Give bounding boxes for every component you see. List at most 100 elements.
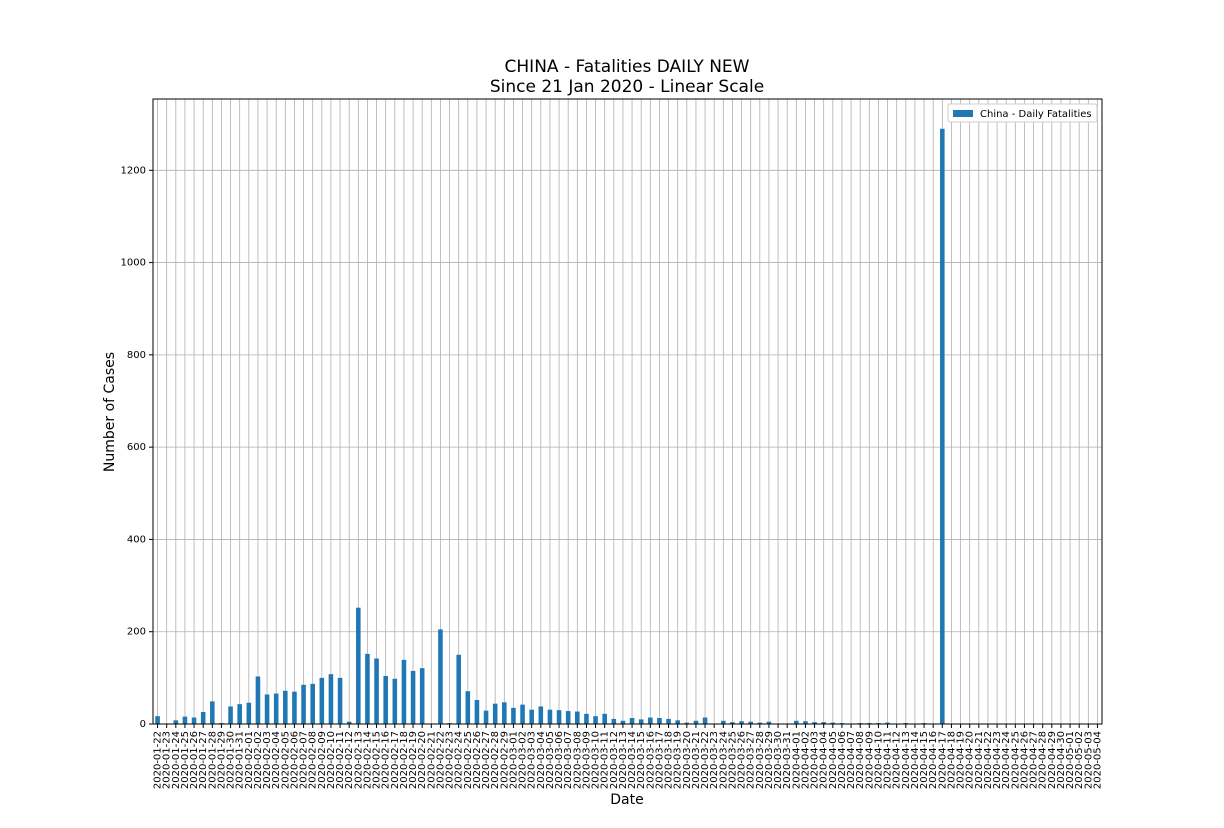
bar bbox=[392, 678, 398, 724]
x-tick-label: 2020-04-18 bbox=[946, 731, 957, 789]
y-axis-label: Number of Cases bbox=[102, 352, 118, 472]
x-tick-label: 2020-03-28 bbox=[755, 731, 766, 789]
x-tick-label: 2020-02-19 bbox=[408, 731, 419, 789]
x-tick-label: 2020-02-12 bbox=[344, 731, 355, 789]
x-tick-label: 2020-03-12 bbox=[609, 731, 620, 789]
bar bbox=[529, 709, 534, 724]
legend-swatch bbox=[953, 110, 973, 117]
x-tick-label: 2020-02-22 bbox=[435, 731, 446, 789]
x-tick-label: 2020-05-04 bbox=[1092, 731, 1103, 789]
bar bbox=[483, 710, 489, 724]
bar bbox=[520, 704, 525, 724]
bar bbox=[301, 684, 306, 724]
bar bbox=[264, 694, 270, 724]
x-tick-label: 2020-04-06 bbox=[837, 731, 848, 789]
bar bbox=[638, 719, 644, 724]
bar bbox=[620, 720, 626, 724]
x-tick-label: 2020-04-24 bbox=[1001, 731, 1012, 789]
y-tick-label: 200 bbox=[127, 627, 146, 638]
x-tick-label: 2020-01-28 bbox=[207, 731, 218, 789]
x-tick-label: 2020-04-14 bbox=[910, 731, 921, 789]
bar bbox=[684, 722, 690, 724]
bar bbox=[419, 668, 425, 724]
bar bbox=[182, 716, 188, 724]
y-tick-label: 800 bbox=[127, 350, 146, 361]
bar bbox=[346, 721, 352, 724]
bar bbox=[702, 717, 708, 724]
x-tick-label: 2020-02-24 bbox=[454, 731, 465, 789]
bar bbox=[693, 720, 699, 724]
bar bbox=[310, 683, 315, 724]
bar bbox=[611, 718, 617, 724]
bar bbox=[803, 721, 808, 724]
bar bbox=[465, 691, 471, 724]
bar bbox=[502, 702, 507, 724]
bar bbox=[940, 128, 945, 724]
x-tick-label: 2020-02-17 bbox=[390, 731, 401, 789]
bar bbox=[885, 722, 890, 724]
x-tick-label: 2020-04-20 bbox=[965, 731, 976, 789]
bar bbox=[319, 677, 325, 724]
y-tick-label: 0 bbox=[140, 719, 146, 730]
x-tick-label: 2020-02-20 bbox=[417, 731, 428, 789]
x-tick-label: 2020-04-30 bbox=[1056, 731, 1067, 789]
x-tick-label: 2020-03-31 bbox=[782, 731, 793, 789]
bar bbox=[401, 659, 407, 724]
bar bbox=[556, 710, 562, 724]
x-tick-label: 2020-04-19 bbox=[956, 731, 967, 789]
x-tick-label: 2020-04-16 bbox=[928, 731, 939, 789]
x-tick-label: 2020-02-07 bbox=[299, 731, 310, 789]
bar bbox=[273, 693, 279, 724]
x-tick-label: 2020-03-25 bbox=[727, 731, 738, 789]
bar bbox=[492, 703, 498, 724]
x-tick-label: 2020-04-21 bbox=[974, 731, 985, 789]
x-tick-label: 2020-04-17 bbox=[937, 731, 948, 789]
x-tick-label: 2020-04-11 bbox=[883, 731, 894, 789]
bar bbox=[410, 670, 416, 724]
bar bbox=[191, 717, 197, 724]
bar bbox=[584, 713, 589, 724]
x-tick-label: 2020-03-05 bbox=[545, 731, 556, 789]
bar bbox=[766, 721, 772, 724]
chart-subtitle: Since 21 Jan 2020 - Linear Scale bbox=[490, 77, 764, 97]
bar bbox=[648, 717, 653, 724]
x-tick-label: 2020-04-29 bbox=[1047, 731, 1058, 789]
x-tick-label: 2020-02-28 bbox=[490, 731, 501, 789]
y-tick-label: 400 bbox=[127, 534, 146, 545]
bar bbox=[365, 653, 370, 724]
bar bbox=[283, 690, 288, 724]
bar bbox=[821, 722, 826, 724]
bar bbox=[593, 716, 598, 724]
x-tick-label: 2020-04-01 bbox=[791, 731, 802, 789]
x-tick-label: 2020-04-22 bbox=[983, 731, 994, 789]
x-tick-label: 2020-03-17 bbox=[654, 731, 665, 789]
bar bbox=[228, 706, 233, 724]
x-tick-label: 2020-02-25 bbox=[463, 731, 474, 789]
x-tick-label: 2020-03-23 bbox=[709, 731, 720, 789]
x-tick-label: 2020-03-29 bbox=[764, 731, 775, 789]
x-tick-label: 2020-04-08 bbox=[855, 731, 866, 789]
y-tick-label: 1000 bbox=[121, 258, 146, 269]
bar bbox=[474, 700, 480, 724]
x-tick-label: 2020-02-27 bbox=[481, 731, 492, 789]
x-tick-label: 2020-01-31 bbox=[235, 731, 246, 789]
x-tick-label: 2020-02-26 bbox=[472, 731, 483, 789]
bar bbox=[812, 722, 817, 724]
x-tick-label: 2020-03-07 bbox=[563, 731, 574, 789]
bar bbox=[538, 706, 544, 724]
bar bbox=[374, 658, 379, 724]
x-tick-label: 2020-03-19 bbox=[673, 731, 684, 789]
bar bbox=[173, 720, 179, 724]
x-tick-label: 2020-03-26 bbox=[737, 731, 748, 789]
plot-frame bbox=[152, 98, 1103, 725]
x-tick-label: 2020-02-02 bbox=[253, 731, 264, 789]
bar bbox=[830, 722, 836, 724]
x-tick-label: 2020-03-15 bbox=[636, 731, 647, 789]
x-tick-label: 2020-02-05 bbox=[280, 731, 291, 789]
bar bbox=[356, 607, 361, 724]
x-tick-label: 2020-04-09 bbox=[864, 731, 875, 789]
x-tick-label: 2020-04-10 bbox=[873, 731, 884, 789]
bar bbox=[337, 677, 343, 724]
x-tick-label: 2020-03-27 bbox=[746, 731, 757, 789]
bar bbox=[721, 720, 726, 724]
